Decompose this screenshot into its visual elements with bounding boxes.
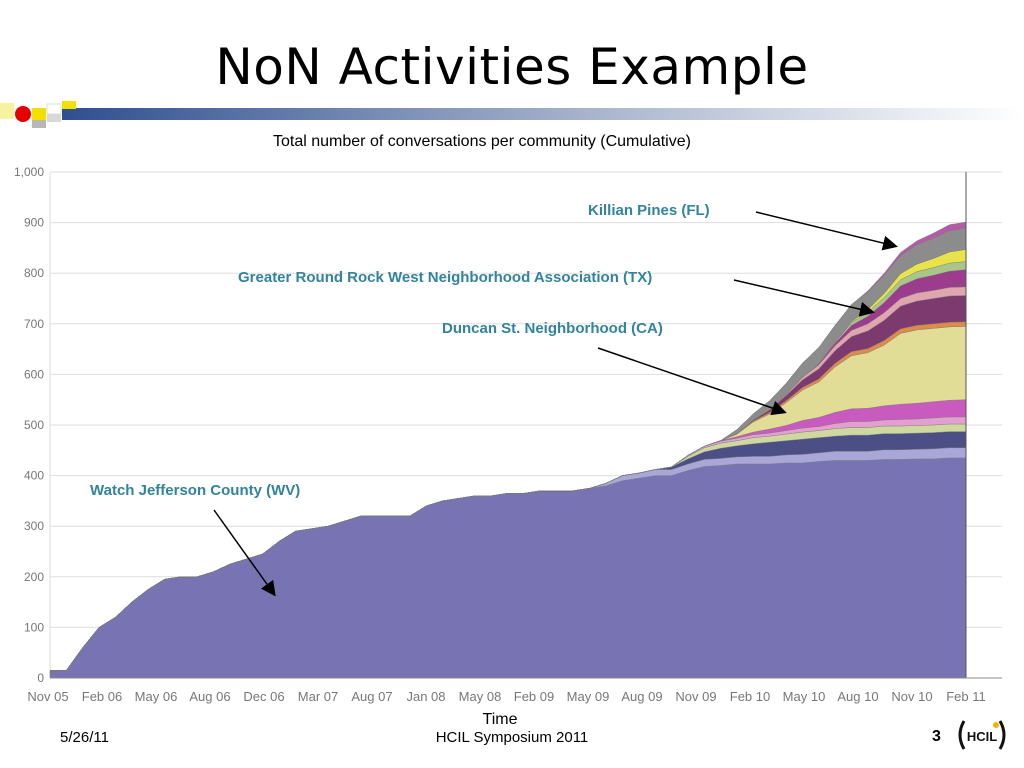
annotation-arrow	[755, 211, 898, 251]
annotation-label: Greater Round Rock West Neighborhood Ass…	[238, 269, 653, 286]
hcil-logo: HCIL	[958, 720, 1006, 750]
x-tick-label: Aug 07	[351, 689, 392, 704]
decoration-square	[46, 103, 62, 115]
y-tick-label: 300	[24, 519, 44, 533]
y-tick-label: 1,000	[14, 165, 44, 179]
decoration-square	[47, 114, 61, 122]
slide-title: NoN Activities Example	[215, 38, 809, 96]
y-tick-label: 200	[24, 570, 44, 584]
x-tick-label: May 10	[783, 689, 826, 704]
page-number: 3	[932, 728, 941, 745]
title-decoration-bar	[0, 101, 1024, 128]
annotation-label: Watch Jefferson County (WV)	[90, 482, 301, 499]
stacked-area-chart: 0 100 200 300 400 500 600 700 800 900 1,000 Nov 05 F…	[14, 165, 1002, 704]
y-tick-label: 500	[24, 418, 44, 432]
x-tick-label: Feb 09	[514, 689, 554, 704]
x-tick-label: May 06	[135, 689, 178, 704]
x-tick-label: Feb 10	[730, 689, 770, 704]
footer-text: HCIL Symposium 2011	[435, 729, 589, 746]
y-tick-label: 900	[24, 216, 44, 230]
decoration-square	[32, 120, 46, 128]
decoration-gradient-band	[62, 108, 1024, 120]
chart-title: Total number of conversations per commun…	[273, 133, 691, 150]
x-tick-label: May 08	[459, 689, 502, 704]
y-tick-label: 800	[24, 266, 44, 280]
decoration-square	[0, 103, 14, 119]
x-tick-label: Feb 11	[946, 689, 986, 704]
x-tick-label: Aug 06	[189, 689, 230, 704]
x-tick-label: Aug 09	[621, 689, 662, 704]
decoration-red-dot	[15, 106, 31, 122]
x-tick-label: Dec 06	[243, 689, 284, 704]
annotation-label: Killian Pines (FL)	[588, 202, 710, 219]
x-tick-label: Nov 09	[675, 689, 716, 704]
logo-text: HCIL	[967, 729, 997, 744]
x-tick-label: Nov 05	[27, 689, 68, 704]
annotation-arrow	[597, 347, 787, 416]
y-tick-label: 400	[24, 469, 44, 483]
y-tick-label: 700	[24, 317, 44, 331]
x-tick-label: Nov 10	[891, 689, 932, 704]
y-tick-label: 100	[24, 620, 44, 634]
x-tick-label: May 09	[567, 689, 610, 704]
y-tick-label: 0	[37, 671, 44, 685]
x-tick-label: Aug 10	[837, 689, 878, 704]
annotation-arrow	[213, 509, 276, 597]
footer-date: 5/26/11	[60, 729, 109, 746]
x-axis-label: Time	[482, 711, 518, 728]
x-tick-label: Feb 06	[82, 689, 122, 704]
x-tick-label: Jan 08	[406, 689, 445, 704]
decoration-square	[32, 108, 46, 120]
y-tick-label: 600	[24, 367, 44, 381]
annotation-label: Duncan St. Neighborhood (CA)	[442, 320, 663, 337]
x-tick-label: Mar 07	[298, 689, 338, 704]
decoration-square	[62, 101, 76, 109]
annotation-arrow	[733, 279, 875, 317]
